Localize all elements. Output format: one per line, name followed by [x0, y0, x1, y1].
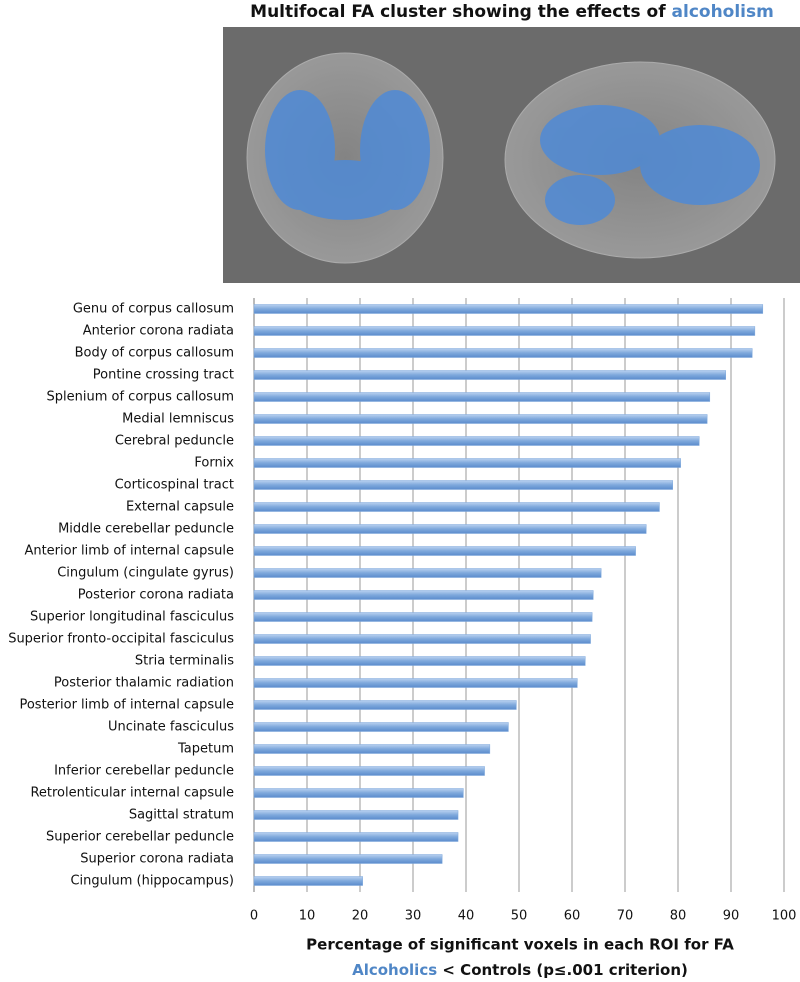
- x-axis-title: Percentage of significant voxels in each…: [306, 936, 734, 954]
- y-tick-label: Superior longitudinal fasciculus: [30, 610, 234, 625]
- bar: [253, 370, 726, 380]
- bar: [253, 326, 756, 336]
- bar: [253, 590, 594, 600]
- brain-image: [223, 27, 800, 283]
- y-tick-label: Corticospinal tract: [115, 478, 234, 493]
- y-tick-label: Posterior thalamic radiation: [54, 676, 234, 691]
- bar: [253, 480, 673, 490]
- bar: [253, 854, 443, 864]
- y-tick-label: Cingulum (cingulate gyrus): [57, 566, 234, 581]
- y-tick-label: Superior cerebellar peduncle: [46, 830, 234, 845]
- x-tick-label: 0: [250, 909, 258, 924]
- y-tick-label: Posterior limb of internal capsule: [19, 698, 234, 713]
- bar: [253, 634, 591, 644]
- bar: [253, 612, 593, 622]
- y-tick-label: Superior corona radiata: [80, 852, 234, 867]
- y-tick-label: Cerebral peduncle: [115, 434, 234, 449]
- y-tick-label: Posterior corona radiata: [78, 588, 234, 603]
- x-tick-label: 60: [564, 909, 581, 924]
- bar: [253, 700, 517, 710]
- y-tick-label: Middle cerebellar peduncle: [58, 522, 234, 537]
- y-tick-label: Retrolenticular internal capsule: [30, 786, 234, 801]
- bar: [253, 568, 602, 578]
- bar: [253, 788, 464, 798]
- bar: [253, 502, 660, 512]
- x-tick-label: 50: [511, 909, 528, 924]
- y-tick-label: Medial lemniscus: [122, 412, 234, 427]
- y-tick-label: Stria terminalis: [135, 654, 234, 669]
- bar: [253, 832, 459, 842]
- y-tick-label: Cingulum (hippocampus): [70, 874, 234, 889]
- x-tick-label: 90: [723, 909, 740, 924]
- y-tick-label: Inferior cerebellar peduncle: [54, 764, 234, 779]
- title-text: Multifocal FA cluster showing the effect…: [250, 2, 666, 22]
- title-highlight: alcoholism: [672, 2, 774, 22]
- y-tick-label: Body of corpus callosum: [75, 346, 234, 361]
- bar: [253, 458, 681, 468]
- x-tick-label: 80: [670, 909, 687, 924]
- x-tick-label: 70: [617, 909, 634, 924]
- bar: [253, 766, 485, 776]
- y-tick-label: Uncinate fasciculus: [108, 720, 234, 735]
- y-tick-label: Tapetum: [177, 742, 234, 757]
- bar: [253, 876, 363, 886]
- y-tick-label: Superior fronto-occipital fasciculus: [8, 632, 234, 647]
- bar: [253, 722, 509, 732]
- x-tick-label: 20: [352, 909, 369, 924]
- y-tick-label: Fornix: [194, 456, 234, 471]
- x-tick-label: 40: [458, 909, 475, 924]
- x-tick-label: 10: [299, 909, 316, 924]
- y-tick-label: Splenium of corpus callosum: [47, 390, 234, 405]
- bar: [253, 656, 586, 666]
- y-tick-label: Anterior corona radiata: [83, 324, 234, 339]
- bar: [253, 524, 647, 534]
- bar: [253, 744, 491, 754]
- y-tick-label: Sagittal stratum: [129, 808, 234, 823]
- x-tick-label: 100: [772, 909, 797, 924]
- y-tick-label: External capsule: [126, 500, 234, 515]
- bar: [253, 414, 708, 424]
- group-highlight: Alcoholics: [352, 961, 437, 979]
- chart-title: Multifocal FA cluster showing the effect…: [250, 2, 774, 22]
- bar: [253, 678, 578, 688]
- group-text: < Controls (p≤.001 criterion): [442, 961, 688, 979]
- y-tick-label: Pontine crossing tract: [93, 368, 234, 383]
- y-tick-label: Anterior limb of internal capsule: [24, 544, 234, 559]
- bar: [253, 546, 636, 556]
- x-tick-label: 30: [405, 909, 422, 924]
- bar: [253, 810, 459, 820]
- bar: [253, 304, 764, 314]
- bar: [253, 436, 700, 446]
- bar: [253, 348, 753, 358]
- y-tick-label: Genu of corpus callosum: [73, 302, 234, 317]
- bar: [253, 392, 711, 402]
- x-axis-subtitle: Alcoholics < Controls (p≤.001 criterion): [352, 961, 688, 979]
